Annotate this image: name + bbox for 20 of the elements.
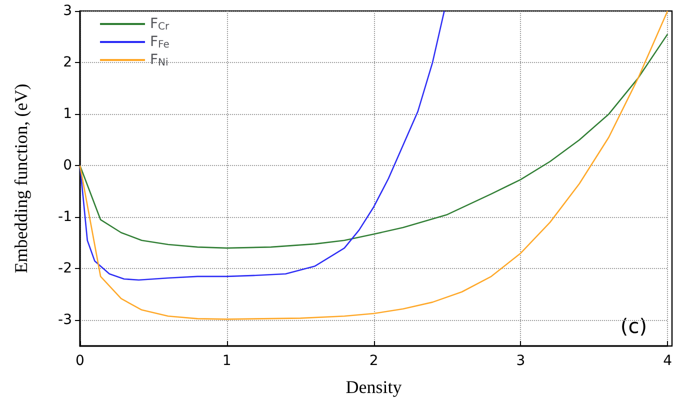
y-tick-label: -2 — [58, 260, 72, 277]
line-series — [79, 10, 445, 281]
annotation: (c) — [620, 314, 648, 338]
legend-label: FNi — [150, 52, 168, 68]
legend-label: FFe — [150, 34, 170, 50]
y-tick-label: 1 — [63, 106, 72, 122]
y-tick-label: 2 — [63, 54, 72, 71]
x-tick-label: 2 — [369, 353, 378, 369]
y-tick-label: 0 — [63, 158, 72, 174]
legend-label: FCr — [150, 16, 170, 32]
y-tick-label: -3 — [58, 312, 72, 328]
line-series — [79, 34, 668, 249]
x-tick-label: 4 — [663, 353, 672, 369]
x-tick-label: 3 — [516, 353, 526, 369]
y-tick-label: -1 — [58, 209, 72, 226]
y-tick-label: 3 — [63, 3, 72, 19]
x-axis-title: Density — [346, 377, 402, 397]
x-tick-label: 0 — [76, 353, 84, 369]
x-tick-label: 1 — [222, 353, 232, 369]
y-axis-title: Embedding function, (eV) — [11, 84, 31, 274]
